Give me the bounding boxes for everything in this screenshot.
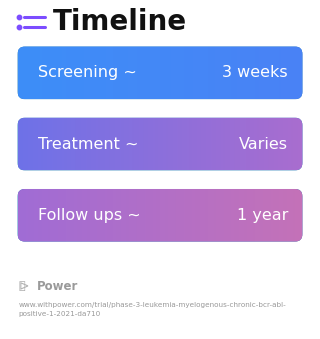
FancyBboxPatch shape — [18, 189, 302, 241]
Text: Varies: Varies — [239, 137, 288, 152]
Text: 1 year: 1 year — [236, 208, 288, 223]
Text: Timeline: Timeline — [53, 8, 187, 36]
Text: www.withpower.com/trial/phase-3-leukemia-myelogenous-chronic-bcr-abl-: www.withpower.com/trial/phase-3-leukemia… — [19, 302, 286, 308]
Text: ␧: ␧ — [19, 281, 25, 292]
Text: ⊳: ⊳ — [19, 280, 29, 293]
Text: Power: Power — [37, 280, 78, 293]
Text: positive-1-2021-da710: positive-1-2021-da710 — [19, 311, 101, 317]
Text: Follow ups ~: Follow ups ~ — [38, 208, 141, 223]
Text: Screening ~: Screening ~ — [38, 65, 137, 80]
FancyBboxPatch shape — [18, 47, 302, 99]
Text: 3 weeks: 3 weeks — [222, 65, 288, 80]
Text: Treatment ~: Treatment ~ — [38, 137, 139, 152]
FancyBboxPatch shape — [18, 118, 302, 171]
